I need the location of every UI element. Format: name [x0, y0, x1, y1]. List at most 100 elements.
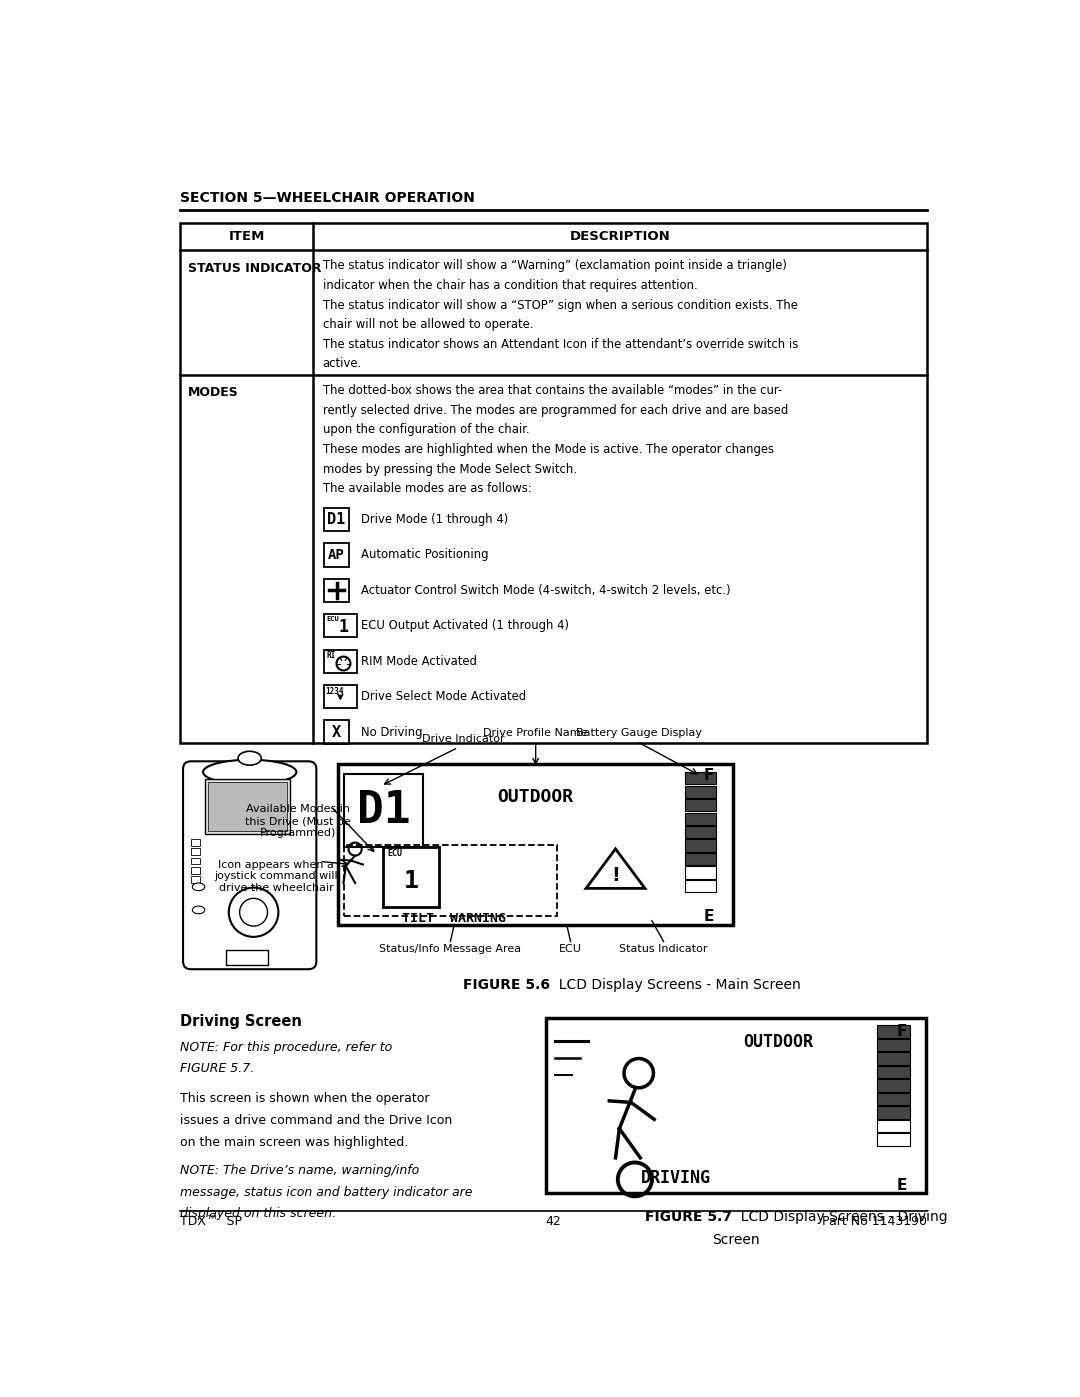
Text: FIGURE 5.6: FIGURE 5.6 [462, 978, 550, 992]
Text: No Driving: No Driving [362, 725, 422, 739]
Text: 1: 1 [338, 617, 349, 636]
Circle shape [229, 887, 279, 937]
Text: F: F [703, 768, 714, 784]
Text: E: E [703, 909, 714, 925]
Bar [877, 1092, 910, 1105]
Bar [685, 785, 716, 798]
Text: Automatic Positioning: Automatic Positioning [362, 549, 489, 562]
Text: ECU: ECU [326, 616, 339, 622]
Text: D1: D1 [327, 513, 346, 527]
Ellipse shape [192, 907, 205, 914]
Text: Drive Profile Name: Drive Profile Name [484, 728, 588, 738]
Text: OUTDOOR: OUTDOOR [498, 788, 573, 806]
Text: AP: AP [328, 548, 345, 562]
Bar [685, 799, 716, 812]
Bar [877, 1106, 910, 1119]
Bar [685, 880, 716, 893]
Bar [685, 854, 716, 865]
Text: The status indicator shows an Attendant Icon if the attendant’s override switch : The status indicator shows an Attendant … [323, 338, 798, 351]
Text: The status indicator will show a “STOP” sign when a serious condition exists. Th: The status indicator will show a “STOP” … [323, 299, 797, 312]
Circle shape [240, 898, 268, 926]
Bar [877, 1052, 910, 1065]
Bar [324, 685, 356, 708]
Bar [877, 1120, 910, 1132]
Bar [207, 782, 287, 831]
Text: The status indicator will show a “Warning” (exclamation point inside a triangle): The status indicator will show a “Warnin… [323, 260, 786, 272]
Text: rently selected drive. The modes are programmed for each drive and are based: rently selected drive. The modes are pro… [323, 404, 787, 416]
Text: ECU: ECU [387, 849, 402, 858]
Bar [226, 950, 268, 965]
Text: ITEM: ITEM [228, 231, 265, 243]
Text: FIGURE 5.7.: FIGURE 5.7. [180, 1062, 254, 1076]
Text: Available Modes in
this Drive (Must be
Programmed): Available Modes in this Drive (Must be P… [245, 805, 351, 838]
Bar [877, 1133, 910, 1146]
Bar [324, 650, 356, 673]
Text: F: F [897, 1024, 907, 1039]
Text: LCD Display Screens - Main Screen: LCD Display Screens - Main Screen [550, 978, 800, 992]
Text: The dotted-box shows the area that contains the available “modes” in the cur-: The dotted-box shows the area that conta… [323, 384, 782, 397]
Text: Drive Select Mode Activated: Drive Select Mode Activated [362, 690, 526, 703]
Text: STATUS INDICATOR: STATUS INDICATOR [188, 263, 321, 275]
FancyBboxPatch shape [183, 761, 316, 970]
Text: ECU: ECU [559, 944, 582, 954]
Bar [685, 813, 716, 824]
Text: indicator when the chair has a condition that requires attention.: indicator when the chair has a condition… [323, 279, 698, 292]
Bar [338, 764, 733, 925]
Text: DRIVING: DRIVING [640, 1169, 711, 1187]
Text: Screen: Screen [712, 1234, 759, 1248]
Text: MODES: MODES [188, 387, 239, 400]
Bar [877, 1066, 910, 1078]
Text: This screen is shown when the operator: This screen is shown when the operator [180, 1092, 430, 1105]
Text: SECTION 5—WHEELCHAIR OPERATION: SECTION 5—WHEELCHAIR OPERATION [180, 190, 475, 204]
Text: 1234: 1234 [326, 686, 345, 696]
Text: upon the configuration of the chair.: upon the configuration of the chair. [323, 423, 529, 436]
Bar [877, 1025, 910, 1038]
Text: 1: 1 [404, 869, 418, 893]
Text: Part No 1143190: Part No 1143190 [822, 1215, 927, 1228]
Text: These modes are highlighted when the Mode is active. The operator changes: These modes are highlighted when the Mod… [323, 443, 773, 455]
Bar [324, 721, 349, 743]
Text: modes by pressing the Mode Select Switch.: modes by pressing the Mode Select Switch… [323, 462, 577, 475]
Text: The available modes are as follows:: The available modes are as follows: [323, 482, 531, 495]
Text: 42: 42 [545, 1215, 562, 1228]
Text: Driving Screen: Driving Screen [180, 1014, 301, 1028]
Bar [180, 224, 927, 743]
Bar [205, 780, 291, 834]
Bar [324, 615, 356, 637]
Bar [345, 774, 423, 847]
Text: Status Indicator: Status Indicator [619, 944, 707, 954]
Ellipse shape [238, 752, 261, 766]
Bar [545, 1018, 926, 1193]
Ellipse shape [203, 760, 296, 784]
Text: RIM Mode Activated: RIM Mode Activated [362, 655, 477, 668]
Text: message, status icon and battery indicator are: message, status icon and battery indicat… [180, 1186, 472, 1199]
Text: Status/Info Message Area: Status/Info Message Area [379, 944, 522, 954]
Text: Battery Gauge Display: Battery Gauge Display [576, 728, 702, 738]
Bar [324, 543, 349, 567]
Text: Actuator Control Switch Mode (4-switch, 4-switch 2 levels, etc.): Actuator Control Switch Mode (4-switch, … [362, 584, 731, 597]
Bar [324, 509, 349, 531]
Bar [685, 866, 716, 879]
Text: active.: active. [323, 358, 362, 370]
Text: !: ! [611, 866, 620, 884]
Text: FIGURE 5.7: FIGURE 5.7 [645, 1210, 732, 1224]
Text: on the main screen was highlighted.: on the main screen was highlighted. [180, 1136, 408, 1148]
Text: Drive Indicator: Drive Indicator [422, 735, 505, 745]
Text: Icon appears when a
joystick command will
drive the wheelchair: Icon appears when a joystick command wil… [214, 861, 338, 893]
Text: NOTE: The Drive’s name, warning/info: NOTE: The Drive’s name, warning/info [180, 1164, 419, 1178]
Bar [191, 858, 200, 865]
Bar [877, 1080, 910, 1091]
Text: displayed on this screen.: displayed on this screen. [180, 1207, 336, 1220]
Bar [345, 845, 557, 916]
Text: issues a drive command and the Drive Icon: issues a drive command and the Drive Ico… [180, 1113, 453, 1127]
Bar [191, 848, 200, 855]
Text: TDX™  SP: TDX™ SP [180, 1215, 242, 1228]
Text: E: E [897, 1178, 907, 1193]
Ellipse shape [192, 883, 205, 891]
Bar [324, 578, 349, 602]
Bar [685, 773, 716, 784]
Text: ECU Output Activated (1 through 4): ECU Output Activated (1 through 4) [362, 619, 569, 633]
Text: Drive Mode (1 through 4): Drive Mode (1 through 4) [362, 513, 509, 527]
Text: X: X [332, 725, 341, 739]
Text: TILT  WARNING: TILT WARNING [402, 912, 507, 925]
